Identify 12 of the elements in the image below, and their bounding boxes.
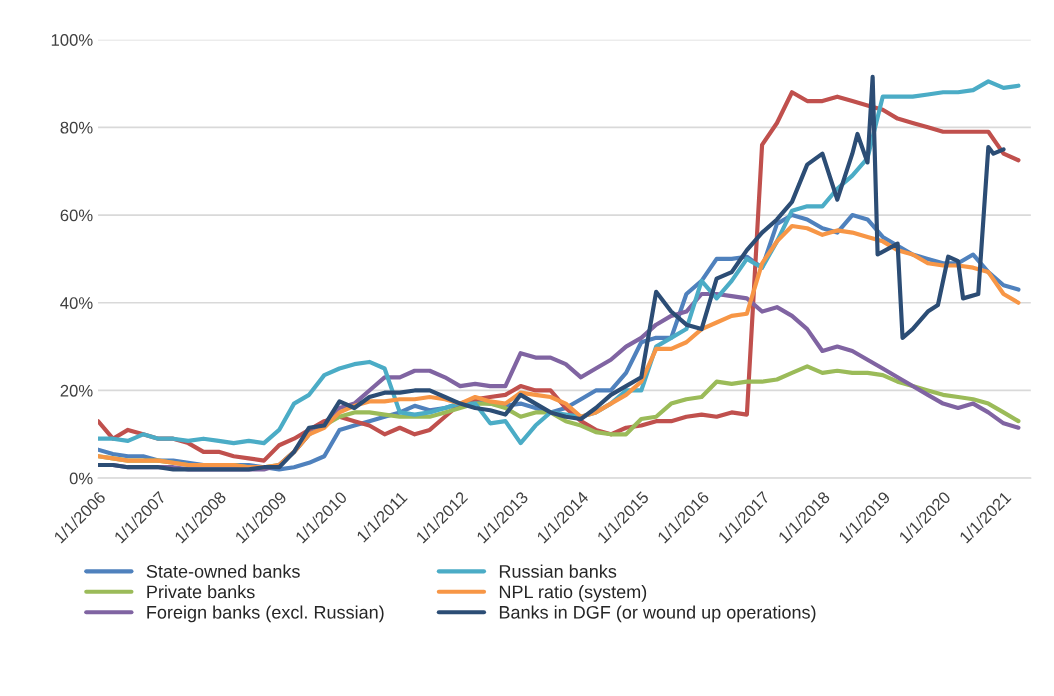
y-tick-label: 80% xyxy=(60,121,93,134)
y-tick-label: 40% xyxy=(60,297,93,309)
y-tick-label: 100% xyxy=(51,34,93,46)
y-tick-label: 20% xyxy=(60,384,93,397)
legend-label: Banks in DGF (or wound up operations) xyxy=(499,605,816,623)
legend-label: Private banks xyxy=(147,585,255,599)
legend-label: State-owned banks xyxy=(146,564,300,578)
legend-label: Russian banks xyxy=(499,564,617,578)
y-tick-label: 60% xyxy=(60,209,93,222)
legend-label: NPL ratio (system) xyxy=(499,585,647,602)
legend-label: Foreign banks (excl. Russian) xyxy=(147,605,384,623)
y-tick-label: 0% xyxy=(69,472,93,485)
